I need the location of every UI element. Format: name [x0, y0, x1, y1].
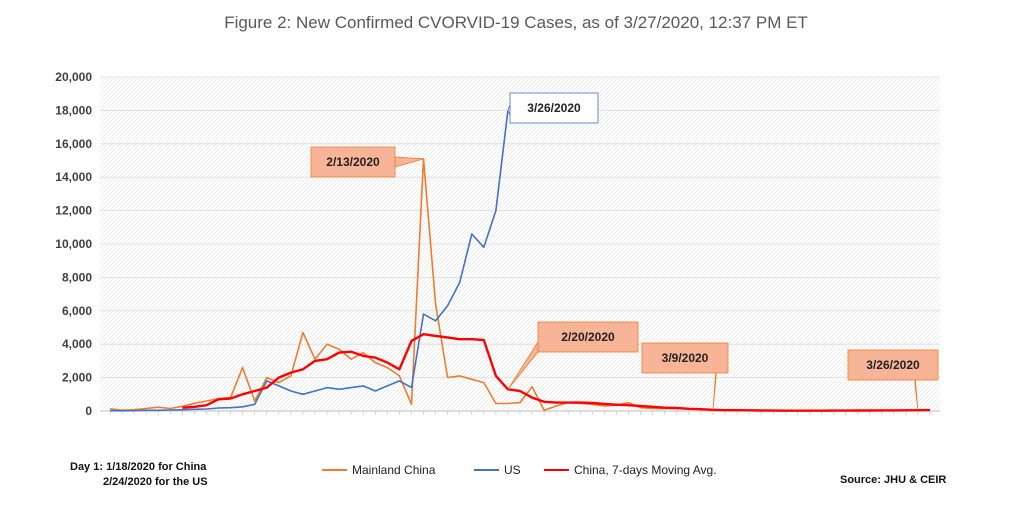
callout-label: 2/13/2020: [326, 155, 380, 169]
callout-china-2-13: 2/13/2020: [310, 146, 424, 178]
callout-avg-3-9: 3/9/2020: [641, 342, 729, 410]
callout-box: [641, 342, 729, 374]
y-tick-label: 2,000: [62, 371, 92, 385]
callout-label: 3/9/2020: [662, 351, 709, 365]
y-tick-label: 16,000: [55, 137, 92, 151]
callout-box: [509, 92, 599, 124]
callouts: 3/26/2020 2/13/2020 2/20/2020 3/9/2020 3/26/…: [310, 92, 939, 411]
y-tick-label: 14,000: [55, 170, 92, 184]
day1-note-line1: Day 1: 1/18/2020 for China: [70, 461, 207, 473]
legend-item-mainland-china: Mainland China: [322, 463, 436, 477]
callout-label: 3/26/2020: [866, 358, 920, 372]
y-tick-label: 8,000: [62, 270, 92, 284]
callout-label: 2/20/2020: [561, 330, 615, 344]
callout-avg-3-26: 3/26/2020: [847, 349, 939, 411]
series-layer: [109, 110, 931, 412]
y-tick-label: 12,000: [55, 204, 92, 218]
callout-box: [847, 349, 939, 381]
legend: Mainland China US China, 7-days Moving A…: [322, 463, 717, 477]
series-line-us: [109, 110, 509, 412]
source-note: Source: JHU & CEIR: [840, 474, 946, 486]
y-axis-ticks: 0 2,000 4,000 6,000 8,000 10,000 12,000 14,000 1…: [55, 70, 92, 418]
legend-item-china-moving-avg: China, 7-days Moving Avg.: [544, 463, 717, 477]
series-line-china-moving-avg: [182, 333, 931, 412]
callout-label: 3/26/2020: [527, 101, 581, 115]
y-tick-label: 20,000: [55, 70, 92, 84]
legend-label-china-moving-avg: China, 7-days Moving Avg.: [574, 463, 717, 477]
chart-title: Figure 2: New Confirmed CVORVID-19 Cases…: [224, 13, 808, 32]
callout-box: [310, 146, 396, 178]
y-tick-label: 18,000: [55, 103, 92, 117]
callout-us-3-26: 3/26/2020: [507, 92, 599, 124]
y-tick-label: 6,000: [62, 304, 92, 318]
callout-box: [537, 321, 639, 353]
y-tick-label: 10,000: [55, 237, 92, 251]
y-tick-label: 4,000: [62, 337, 92, 351]
legend-label-mainland-china: Mainland China: [352, 463, 436, 477]
y-tick-label: 0: [85, 404, 92, 418]
day1-note-line2: 2/24/2020 for the US: [103, 476, 208, 488]
legend-item-us: US: [474, 463, 521, 477]
legend-label-us: US: [504, 463, 521, 477]
x-axis-ticks: [109, 411, 931, 415]
callout-avg-2-20: 2/20/2020: [507, 321, 639, 390]
